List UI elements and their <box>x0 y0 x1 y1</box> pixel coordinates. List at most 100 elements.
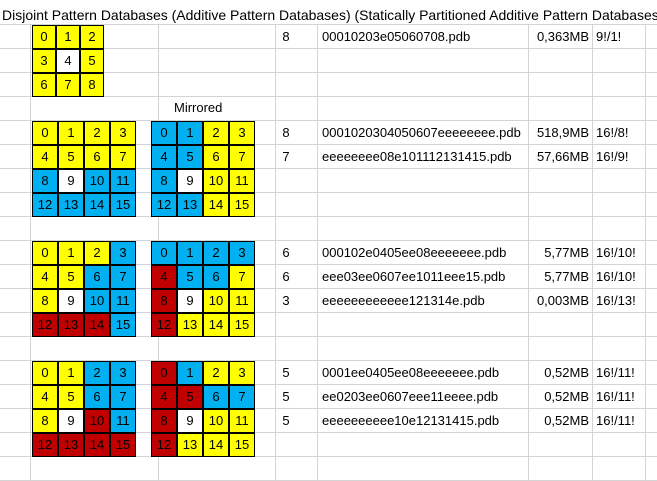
puzzle-tile[interactable]: 10 <box>203 169 229 193</box>
puzzle-tile[interactable]: 10 <box>84 169 110 193</box>
puzzle-tile[interactable]: 7 <box>110 145 136 169</box>
pattern-count-cell[interactable]: 7 <box>282 149 290 164</box>
puzzle-tile[interactable]: 8 <box>80 73 104 97</box>
puzzle-tile[interactable]: 4 <box>151 385 177 409</box>
state-ratio-cell[interactable]: 9!/1! <box>596 29 622 44</box>
pdb-filename-cell[interactable]: eeeeeeeeee10e12131415.pdb <box>322 413 500 428</box>
puzzle-tile[interactable]: 3 <box>229 241 255 265</box>
pdb-filename-cell[interactable]: eeeeeeee08e101112131415.pdb <box>322 149 512 164</box>
puzzle-tile[interactable]: 7 <box>229 385 255 409</box>
sheet-title[interactable]: Disjoint Pattern Databases (Additive Pat… <box>2 6 657 24</box>
puzzle-tile[interactable]: 10 <box>84 409 110 433</box>
puzzle-tile[interactable]: 13 <box>177 193 203 217</box>
puzzle-tile[interactable]: 5 <box>80 49 104 73</box>
puzzle-tile[interactable]: 11 <box>229 169 255 193</box>
puzzle-tile[interactable]: 3 <box>110 121 136 145</box>
puzzle-tile[interactable]: 8 <box>32 289 58 313</box>
puzzle-tile[interactable]: 0 <box>32 361 58 385</box>
puzzle-tile[interactable]: 5 <box>177 265 203 289</box>
puzzle-tile[interactable]: 6 <box>84 265 110 289</box>
puzzle-tile[interactable]: 7 <box>229 145 255 169</box>
puzzle-tile[interactable]: 11 <box>110 169 136 193</box>
pattern-count-cell[interactable]: 5 <box>282 389 290 404</box>
pdb-filename-cell[interactable]: 0001ee0405ee08eeeeeee.pdb <box>322 365 500 380</box>
puzzle-tile[interactable]: 12 <box>32 313 58 337</box>
puzzle-tile[interactable]: 1 <box>58 361 84 385</box>
puzzle-tile[interactable]: 12 <box>151 433 177 457</box>
puzzle-tile[interactable]: 9 <box>58 169 84 193</box>
puzzle-tile[interactable]: 9 <box>58 409 84 433</box>
state-ratio-cell[interactable]: 16!/11! <box>596 365 635 380</box>
puzzle-tile[interactable]: 7 <box>229 265 255 289</box>
pattern-count-cell[interactable]: 6 <box>282 245 290 260</box>
puzzle-tile[interactable]: 3 <box>110 241 136 265</box>
state-ratio-cell[interactable]: 16!/10! <box>596 245 636 260</box>
pdb-filename-cell[interactable]: 000102e0405ee08eeeeeee.pdb <box>322 245 507 260</box>
puzzle-tile[interactable]: 1 <box>177 241 203 265</box>
puzzle-tile[interactable]: 13 <box>58 433 84 457</box>
puzzle-tile[interactable]: 4 <box>32 385 58 409</box>
puzzle-tile[interactable]: 14 <box>84 433 110 457</box>
state-ratio-cell[interactable]: 16!/8! <box>596 125 629 140</box>
puzzle-tile[interactable]: 13 <box>177 313 203 337</box>
pdb-filename-cell[interactable]: eeeeeeeeeeee121314e.pdb <box>322 293 485 308</box>
puzzle-tile[interactable]: 2 <box>84 121 110 145</box>
puzzle-tile[interactable]: 6 <box>84 145 110 169</box>
puzzle-tile[interactable]: 0 <box>151 241 177 265</box>
puzzle-tile[interactable]: 1 <box>177 121 203 145</box>
puzzle-tile[interactable]: 1 <box>177 361 203 385</box>
puzzle-tile[interactable]: 11 <box>229 409 255 433</box>
pdb-size-cell[interactable]: 0,52MB <box>544 365 589 380</box>
pdb-size-cell[interactable]: 57,66MB <box>536 149 589 164</box>
puzzle-tile[interactable]: 12 <box>32 433 58 457</box>
puzzle-tile[interactable]: 1 <box>58 121 84 145</box>
puzzle-tile[interactable]: 14 <box>84 313 110 337</box>
puzzle-tile[interactable]: 2 <box>203 241 229 265</box>
puzzle-tile[interactable]: 4 <box>151 145 177 169</box>
puzzle-tile[interactable]: 11 <box>110 289 136 313</box>
puzzle-tile[interactable]: 3 <box>229 121 255 145</box>
puzzle-tile[interactable]: 8 <box>151 289 177 313</box>
puzzle-tile[interactable]: 12 <box>151 193 177 217</box>
puzzle-tile[interactable]: 15 <box>229 433 255 457</box>
pdb-filename-cell[interactable]: eee03ee0607ee1011eee15.pdb <box>322 269 506 284</box>
puzzle-tile[interactable]: 10 <box>84 289 110 313</box>
puzzle-tile[interactable]: 6 <box>203 265 229 289</box>
puzzle-tile[interactable]: 2 <box>84 241 110 265</box>
puzzle-tile[interactable]: 11 <box>229 289 255 313</box>
pattern-count-cell[interactable]: 6 <box>282 269 290 284</box>
puzzle-tile[interactable]: 5 <box>177 145 203 169</box>
puzzle-tile[interactable]: 2 <box>80 25 104 49</box>
puzzle-tile[interactable]: 5 <box>58 385 84 409</box>
puzzle-tile[interactable]: 6 <box>203 385 229 409</box>
puzzle-tile[interactable]: 0 <box>151 361 177 385</box>
pdb-size-cell[interactable]: 518,9MB <box>536 125 589 140</box>
pattern-count-cell[interactable]: 8 <box>282 125 290 140</box>
pdb-size-cell[interactable]: 0,52MB <box>544 413 589 428</box>
puzzle-tile[interactable]: 1 <box>58 241 84 265</box>
puzzle-tile[interactable]: 4 <box>32 145 58 169</box>
puzzle-tile[interactable]: 8 <box>151 409 177 433</box>
pattern-count-cell[interactable]: 8 <box>282 29 290 44</box>
puzzle-tile[interactable]: 13 <box>58 313 84 337</box>
pdb-size-cell[interactable]: 0,52MB <box>544 389 589 404</box>
puzzle-tile[interactable]: 15 <box>229 313 255 337</box>
puzzle-tile[interactable]: 0 <box>32 241 58 265</box>
puzzle-tile[interactable]: 7 <box>110 385 136 409</box>
pattern-count-cell[interactable]: 5 <box>282 413 290 428</box>
puzzle-tile[interactable]: 0 <box>32 121 58 145</box>
pdb-size-cell[interactable]: 0,363MB <box>536 29 589 44</box>
puzzle-tile[interactable]: 2 <box>203 121 229 145</box>
puzzle-tile[interactable]: 6 <box>203 145 229 169</box>
puzzle-tile[interactable]: 7 <box>56 73 80 97</box>
pdb-filename-cell[interactable]: 00010203e05060708.pdb <box>322 29 471 44</box>
puzzle-tile[interactable]: 13 <box>177 433 203 457</box>
puzzle-tile[interactable]: 5 <box>58 145 84 169</box>
puzzle-tile[interactable]: 15 <box>110 313 136 337</box>
puzzle-tile[interactable]: 6 <box>32 73 56 97</box>
puzzle-tile[interactable]: 14 <box>84 193 110 217</box>
puzzle-tile[interactable]: 8 <box>151 169 177 193</box>
puzzle-tile[interactable]: 15 <box>110 433 136 457</box>
puzzle-tile[interactable]: 4 <box>32 265 58 289</box>
state-ratio-cell[interactable]: 16!/11! <box>596 389 635 404</box>
